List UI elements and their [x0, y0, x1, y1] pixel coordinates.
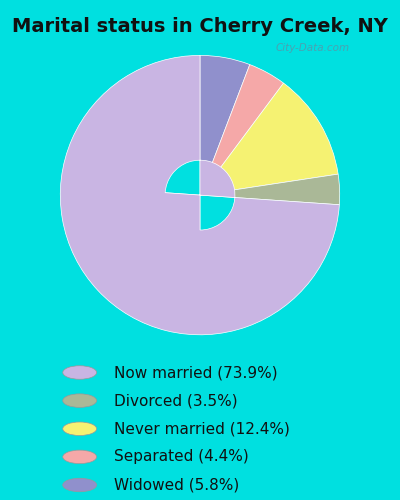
Text: Never married (12.4%): Never married (12.4%) [114, 421, 289, 436]
Circle shape [63, 394, 97, 407]
Text: Divorced (3.5%): Divorced (3.5%) [114, 393, 237, 408]
Wedge shape [179, 64, 284, 228]
Wedge shape [165, 174, 340, 204]
Wedge shape [166, 83, 338, 223]
Circle shape [63, 450, 97, 464]
Wedge shape [60, 56, 339, 335]
Wedge shape [188, 56, 250, 230]
Text: Widowed (5.8%): Widowed (5.8%) [114, 478, 239, 492]
Circle shape [63, 422, 97, 436]
Circle shape [63, 366, 97, 379]
Text: Marital status in Cherry Creek, NY: Marital status in Cherry Creek, NY [12, 18, 388, 36]
Text: Separated (4.4%): Separated (4.4%) [114, 450, 248, 464]
Text: Now married (73.9%): Now married (73.9%) [114, 365, 277, 380]
Circle shape [63, 478, 97, 492]
Text: City-Data.com: City-Data.com [275, 42, 349, 52]
